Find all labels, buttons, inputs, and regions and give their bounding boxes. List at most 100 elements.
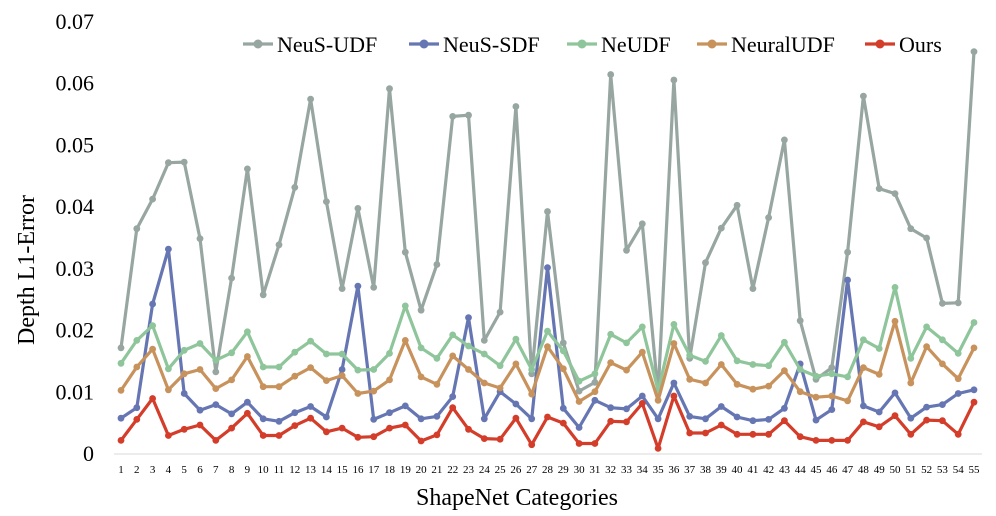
- data-point: [781, 338, 788, 346]
- x-tick-label: 30: [574, 464, 586, 476]
- data-point: [875, 185, 883, 193]
- y-tick-label: 0.06: [56, 71, 95, 96]
- data-point: [165, 432, 172, 439]
- data-point: [638, 220, 646, 228]
- data-point: [638, 400, 646, 407]
- data-point: [923, 234, 930, 242]
- data-point: [591, 379, 599, 386]
- x-tick-label: 14: [321, 464, 333, 476]
- data-point: [386, 409, 393, 417]
- data-point: [733, 201, 741, 209]
- data-point: [449, 404, 457, 412]
- data-point: [623, 418, 630, 426]
- x-tick-label: 15: [337, 464, 349, 476]
- legend-label: Ours: [899, 32, 942, 57]
- data-point: [528, 441, 536, 449]
- data-point: [559, 339, 567, 347]
- data-point: [244, 353, 251, 360]
- data-point: [765, 430, 772, 438]
- data-point: [291, 422, 299, 429]
- x-tick-label: 46: [826, 464, 838, 476]
- x-tick-label: 43: [779, 464, 791, 476]
- data-point: [512, 360, 520, 368]
- data-point: [244, 398, 251, 406]
- data-point: [465, 425, 472, 433]
- data-point: [480, 350, 488, 358]
- x-tick-label: 28: [542, 464, 554, 476]
- data-point: [117, 437, 125, 444]
- legend-swatch-marker: [253, 39, 263, 49]
- data-point: [117, 344, 125, 352]
- x-tick-label: 7: [213, 464, 219, 476]
- data-point: [670, 392, 678, 400]
- data-point: [670, 340, 678, 347]
- data-point: [196, 421, 204, 429]
- data-point: [228, 424, 236, 432]
- legend-swatch-marker: [875, 39, 885, 49]
- data-point: [559, 419, 567, 427]
- x-tick-label: 50: [890, 464, 902, 476]
- data-point: [528, 390, 536, 398]
- data-point: [480, 337, 488, 344]
- legend-label: NeuralUDF: [731, 32, 835, 57]
- data-point: [733, 430, 741, 438]
- legend-item: NeuS-UDF: [243, 32, 377, 57]
- data-point: [591, 396, 599, 404]
- data-point: [180, 390, 188, 397]
- data-point: [717, 403, 725, 410]
- data-point: [133, 337, 141, 344]
- data-point: [354, 205, 362, 212]
- data-point: [875, 371, 883, 378]
- data-point: [417, 373, 425, 381]
- series-neuraludf: [117, 317, 978, 405]
- series-line: [119, 49, 976, 396]
- data-point: [496, 308, 504, 316]
- data-point: [465, 314, 472, 321]
- data-point: [307, 414, 314, 422]
- data-point: [860, 92, 867, 100]
- data-point: [607, 404, 615, 412]
- legend-item: Ours: [865, 32, 942, 57]
- data-point: [370, 433, 378, 441]
- data-point: [528, 415, 536, 423]
- data-point: [765, 214, 772, 222]
- x-tick-label: 17: [368, 464, 380, 476]
- data-point: [796, 317, 804, 325]
- data-point: [828, 364, 836, 371]
- data-point: [480, 379, 488, 387]
- data-point: [386, 424, 393, 432]
- legend: NeuS-UDF NeuS-SDF NeUDF NeuralUDF Ours: [243, 32, 942, 57]
- y-tick-label: 0.04: [56, 194, 95, 219]
- data-point: [875, 345, 883, 352]
- data-point: [259, 415, 267, 423]
- data-point: [480, 435, 488, 442]
- data-point: [291, 409, 299, 417]
- data-point: [670, 76, 678, 84]
- data-point: [923, 323, 930, 331]
- data-point: [623, 246, 630, 254]
- data-point: [891, 190, 899, 198]
- data-point: [796, 433, 804, 441]
- data-point: [244, 409, 251, 417]
- data-point: [939, 417, 946, 425]
- data-point: [907, 225, 915, 233]
- data-point: [370, 366, 378, 373]
- x-tick-label: 35: [653, 464, 665, 476]
- data-point: [559, 347, 567, 355]
- data-point: [149, 300, 157, 308]
- x-tick-label: 5: [181, 464, 187, 476]
- data-point: [323, 198, 330, 206]
- x-tick-label: 19: [400, 464, 412, 476]
- data-point: [196, 366, 204, 373]
- x-tick-label: 53: [937, 464, 949, 476]
- data-point: [370, 284, 378, 291]
- data-point: [749, 430, 757, 438]
- data-point: [970, 386, 978, 394]
- data-point: [323, 350, 330, 358]
- y-axis-label: Depth L1-Error: [14, 195, 40, 345]
- data-point: [702, 379, 709, 387]
- data-point: [149, 322, 157, 329]
- x-tick-label: 21: [431, 464, 442, 476]
- data-point: [449, 393, 457, 400]
- data-point: [338, 350, 346, 358]
